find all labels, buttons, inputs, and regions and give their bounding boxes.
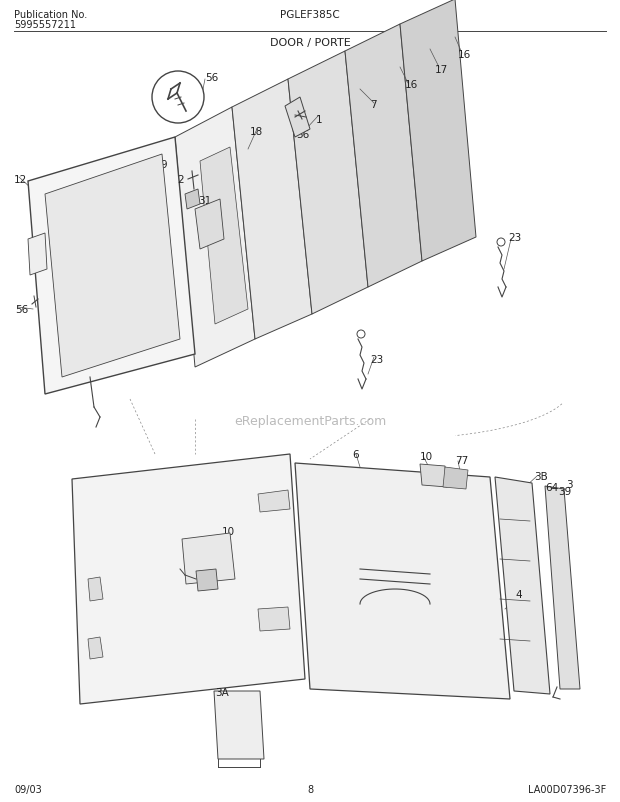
Text: 5995557211: 5995557211 bbox=[14, 20, 76, 30]
Text: 56: 56 bbox=[205, 73, 218, 83]
Polygon shape bbox=[28, 233, 47, 276]
Text: 6: 6 bbox=[352, 449, 358, 460]
Polygon shape bbox=[285, 98, 310, 138]
Text: 3: 3 bbox=[566, 480, 573, 489]
Polygon shape bbox=[400, 0, 476, 261]
Text: Publication No.: Publication No. bbox=[14, 10, 87, 20]
Polygon shape bbox=[288, 52, 368, 314]
Text: 56: 56 bbox=[15, 305, 29, 314]
Text: 7: 7 bbox=[370, 100, 376, 110]
Text: 77: 77 bbox=[455, 456, 468, 465]
Text: 56: 56 bbox=[296, 130, 309, 140]
Text: LA00D07396-3F: LA00D07396-3F bbox=[528, 784, 606, 794]
Text: 77: 77 bbox=[202, 571, 215, 581]
Text: 16: 16 bbox=[458, 50, 471, 60]
Text: 12: 12 bbox=[14, 175, 27, 184]
Text: 3A: 3A bbox=[215, 687, 229, 697]
Text: DOOR / PORTE: DOOR / PORTE bbox=[270, 38, 350, 48]
Polygon shape bbox=[88, 638, 103, 659]
Polygon shape bbox=[175, 107, 255, 367]
Circle shape bbox=[152, 72, 204, 124]
Polygon shape bbox=[545, 486, 580, 689]
Text: 64: 64 bbox=[545, 482, 558, 492]
Polygon shape bbox=[258, 490, 290, 512]
Polygon shape bbox=[182, 533, 235, 585]
Text: 1: 1 bbox=[316, 115, 322, 125]
Text: 3B: 3B bbox=[534, 472, 547, 481]
Polygon shape bbox=[200, 148, 248, 325]
Text: 9: 9 bbox=[160, 160, 167, 170]
Text: 10: 10 bbox=[222, 526, 235, 537]
Polygon shape bbox=[214, 691, 264, 759]
Text: 16: 16 bbox=[405, 80, 418, 90]
Text: 10: 10 bbox=[420, 452, 433, 461]
Polygon shape bbox=[295, 464, 510, 699]
Text: 31: 31 bbox=[198, 196, 211, 206]
Polygon shape bbox=[45, 155, 180, 378]
Text: 09/03: 09/03 bbox=[14, 784, 42, 794]
Polygon shape bbox=[195, 200, 224, 249]
Polygon shape bbox=[232, 80, 312, 339]
Polygon shape bbox=[420, 464, 447, 488]
Text: 17: 17 bbox=[435, 65, 448, 75]
Polygon shape bbox=[28, 138, 195, 395]
Text: 23: 23 bbox=[508, 233, 521, 243]
Text: 8: 8 bbox=[307, 784, 313, 794]
Polygon shape bbox=[185, 190, 200, 210]
Polygon shape bbox=[196, 569, 218, 591]
Polygon shape bbox=[495, 477, 550, 695]
Text: 2: 2 bbox=[177, 175, 184, 184]
Polygon shape bbox=[443, 468, 468, 489]
Text: 39: 39 bbox=[558, 486, 571, 496]
Polygon shape bbox=[345, 25, 422, 288]
Text: 18: 18 bbox=[250, 127, 264, 137]
Text: eReplacementParts.com: eReplacementParts.com bbox=[234, 415, 386, 427]
Polygon shape bbox=[258, 607, 290, 631]
Text: 1: 1 bbox=[105, 237, 112, 248]
Text: 4: 4 bbox=[515, 589, 521, 599]
Text: 23: 23 bbox=[370, 354, 383, 365]
Polygon shape bbox=[72, 455, 305, 704]
Text: PGLEF385C: PGLEF385C bbox=[280, 10, 340, 20]
Polygon shape bbox=[88, 577, 103, 602]
